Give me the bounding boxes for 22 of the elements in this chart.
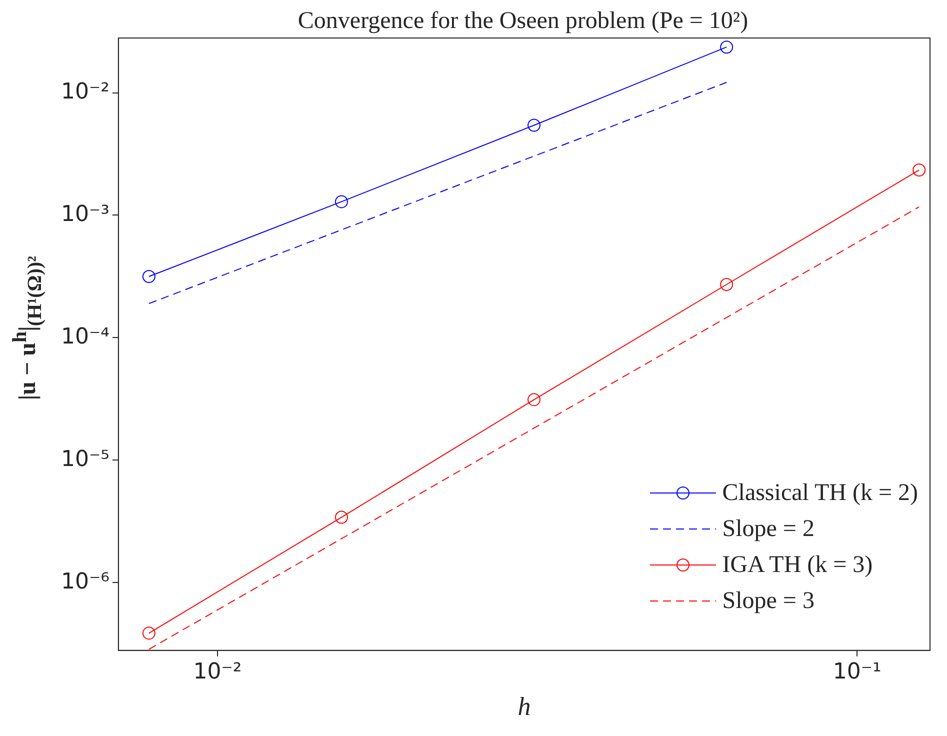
legend-label: IGA TH (k = 3) — [722, 552, 873, 578]
point — [334, 195, 348, 208]
point — [334, 510, 348, 524]
point — [720, 278, 734, 291]
y-tick-label: 10⁻⁴ — [60, 324, 110, 350]
y-tick-label: 10⁻³ — [60, 202, 110, 227]
legend-label: Slope = 3 — [722, 588, 814, 614]
x-axis-title: h — [518, 692, 531, 722]
line-series — [148, 82, 728, 304]
legend-label: Slope = 2 — [722, 516, 814, 542]
legend-label: Classical TH (k = 2) — [722, 480, 918, 506]
y-tick-label: 10⁻⁶ — [60, 569, 110, 594]
point — [528, 118, 541, 132]
point — [912, 164, 926, 177]
point — [720, 40, 734, 54]
point — [142, 626, 156, 640]
y-tick-label: 10⁻⁵ — [60, 446, 110, 472]
point — [142, 270, 156, 284]
chart-title: Convergence for the Oseen problem (Pe = 10²) — [296, 8, 750, 35]
y-tick-label: 10⁻² — [60, 79, 110, 104]
x-tick-label: 10⁻¹ — [832, 659, 882, 684]
point — [528, 393, 541, 406]
